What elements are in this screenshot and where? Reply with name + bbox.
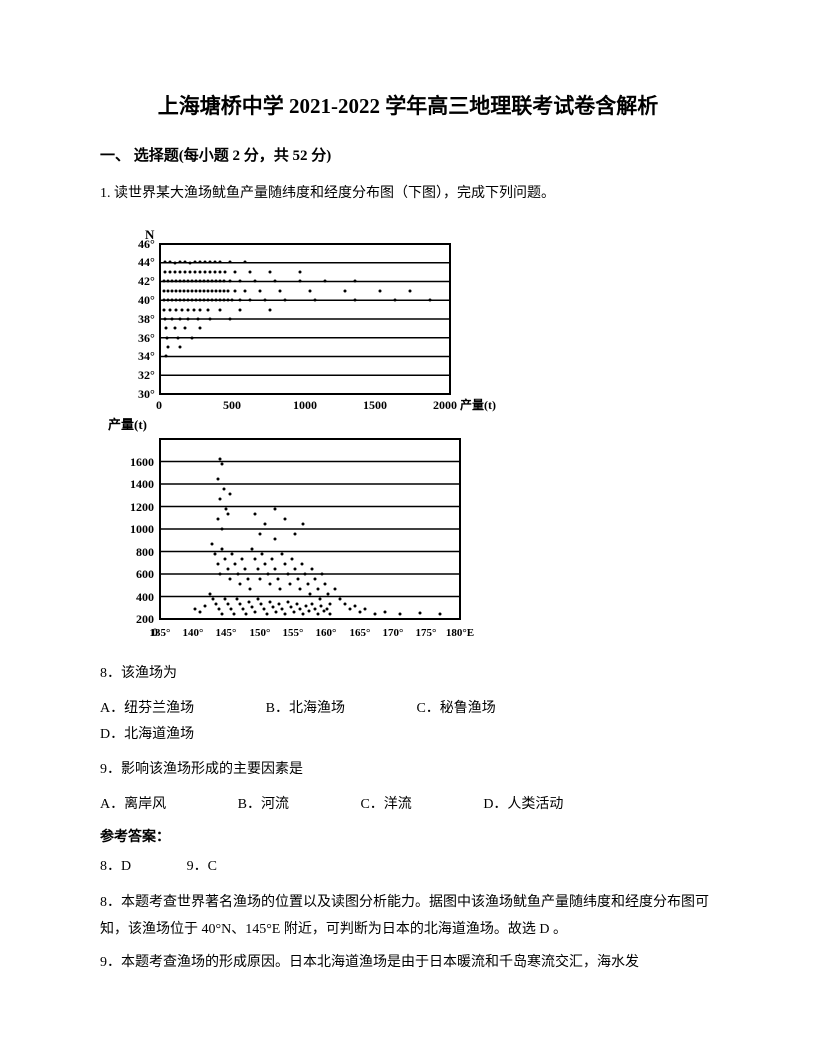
svg-text:155°: 155° xyxy=(283,627,304,639)
svg-text:34°: 34° xyxy=(138,349,155,363)
section-header: 一、 选择题(每小题 2 分，共 52 分) xyxy=(100,144,716,165)
svg-text:140°: 140° xyxy=(183,627,204,639)
question-9-options: A．离岸风 B．河流 C．洋流 D．人类活动 xyxy=(100,792,716,819)
svg-text:44°: 44° xyxy=(138,255,155,269)
svg-text:600: 600 xyxy=(136,567,154,581)
svg-text:400: 400 xyxy=(136,590,154,604)
answer-8: 8．D xyxy=(100,854,131,881)
svg-text:160°: 160° xyxy=(316,627,337,639)
explanation-8: 8．本题考查世界著名渔场的位置以及读图分析能力。据图中该渔场鱿鱼产量随纬度和经度… xyxy=(100,889,716,944)
q9-option-c: C．洋流 xyxy=(360,792,411,819)
q8-option-d: D．北海道渔场 xyxy=(100,722,194,749)
svg-text:0: 0 xyxy=(156,398,162,412)
q9-option-b: B．河流 xyxy=(238,792,289,819)
svg-text:1200: 1200 xyxy=(130,500,154,514)
chart-2-longitude-scatter: 产量(t) 1600 1400 1200 1000 800 600 400 20… xyxy=(100,414,500,649)
chart-1-latitude-scatter: N 46° 44° 42° 40° 38° 36° 34° 32° 30° 0 … xyxy=(100,224,500,414)
svg-text:150°: 150° xyxy=(250,627,271,639)
question-8-options: A．纽芬兰渔场 B．北海渔场 C．秘鲁渔场 D．北海道渔场 xyxy=(100,696,716,749)
svg-text:170°: 170° xyxy=(383,627,404,639)
answer-9: 9．C xyxy=(187,854,217,881)
svg-text:1500: 1500 xyxy=(363,398,387,412)
svg-text:38°: 38° xyxy=(138,312,155,326)
svg-text:产量(t): 产量(t) xyxy=(460,397,496,412)
chart-1-container: N 46° 44° 42° 40° 38° 36° 34° 32° 30° 0 … xyxy=(100,224,716,649)
svg-text:200: 200 xyxy=(136,612,154,626)
svg-text:46°: 46° xyxy=(138,237,155,251)
svg-text:165°: 165° xyxy=(350,627,371,639)
svg-text:40°: 40° xyxy=(138,293,155,307)
svg-text:1600: 1600 xyxy=(130,455,154,469)
answer-label: 参考答案： xyxy=(100,826,716,846)
chart1-points xyxy=(163,261,432,358)
svg-text:800: 800 xyxy=(136,545,154,559)
explanation-9: 9．本题考查渔场的形成原因。日本北海道渔场是由于日本暖流和千岛寒流交汇，海水发 xyxy=(100,949,716,976)
q9-option-a: A．离岸风 xyxy=(100,792,166,819)
question-9-text: 9．影响该渔场形成的主要因素是 xyxy=(100,757,716,784)
q8-option-c: C．秘鲁渔场 xyxy=(416,696,495,723)
page-title: 上海塘桥中学 2021-2022 学年高三地理联考试卷含解析 xyxy=(100,90,716,120)
svg-text:1000: 1000 xyxy=(130,522,154,536)
svg-text:2000: 2000 xyxy=(433,398,457,412)
q8-option-b: B．北海渔场 xyxy=(266,696,345,723)
svg-text:30°: 30° xyxy=(138,387,155,401)
svg-text:135°: 135° xyxy=(150,627,171,639)
svg-text:175°: 175° xyxy=(416,627,437,639)
svg-text:145°: 145° xyxy=(216,627,237,639)
svg-text:36°: 36° xyxy=(138,331,155,345)
chart2-y-label: 产量(t) xyxy=(108,417,147,432)
svg-text:1000: 1000 xyxy=(293,398,317,412)
svg-text:32°: 32° xyxy=(138,368,155,382)
svg-text:180°E: 180°E xyxy=(446,627,474,639)
svg-text:500: 500 xyxy=(223,398,241,412)
question-intro: 1. 读世界某大渔场鱿鱼产量随纬度和经度分布图（下图），完成下列问题。 xyxy=(100,181,716,206)
q9-option-d: D．人类活动 xyxy=(483,792,563,819)
svg-text:42°: 42° xyxy=(138,274,155,288)
answer-keys: 8．D 9．C xyxy=(100,854,716,881)
chart2-points xyxy=(194,458,442,616)
svg-text:1400: 1400 xyxy=(130,477,154,491)
question-8-text: 8．该渔场为 xyxy=(100,661,716,688)
q8-option-a: A．纽芬兰渔场 xyxy=(100,696,194,723)
